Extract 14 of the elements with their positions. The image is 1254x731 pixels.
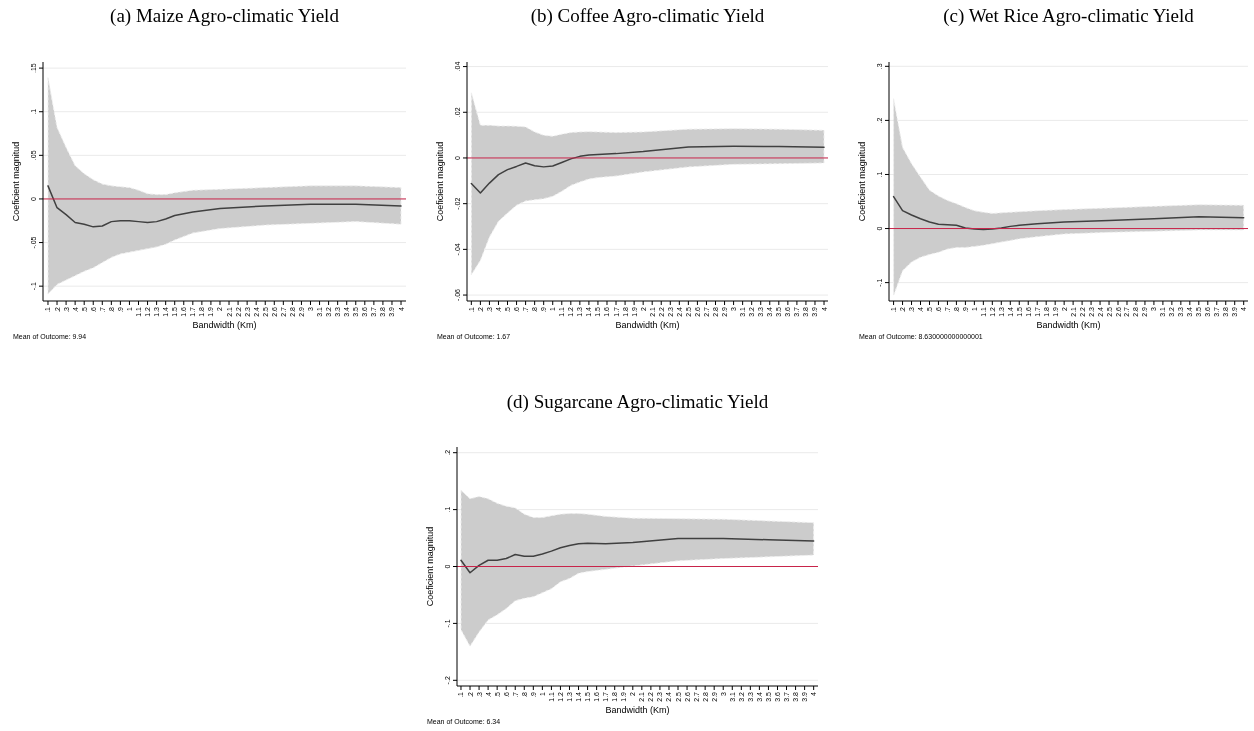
chart-title: (a) Maize Agro-climatic Yield — [110, 5, 340, 27]
line-series — [892, 195, 1245, 231]
chart-title: (d) Sugarcane Agro-climatic Yield — [506, 391, 769, 413]
y-axis-title: Coeficient magnitud — [11, 141, 21, 222]
x-axis-title: Bandwidth (Km) — [615, 320, 680, 330]
x-axis-title: Bandwidth (Km) — [605, 705, 670, 715]
x-axis-title: Bandwidth (Km) — [192, 320, 257, 330]
x-axis-title: Bandwidth (Km) — [1036, 320, 1101, 330]
chart-title: (c) Wet Rice Agro-climatic Yield — [943, 5, 1195, 27]
line-series — [460, 537, 815, 574]
y-axis-title: Coeficient magnitud — [425, 526, 435, 607]
y-axis-title: Coeficient magnitud — [857, 141, 867, 222]
chart-title: (b) Coffee Agro-climatic Yield — [530, 5, 765, 27]
y-axis-title: Coeficient magnitud — [435, 141, 445, 222]
